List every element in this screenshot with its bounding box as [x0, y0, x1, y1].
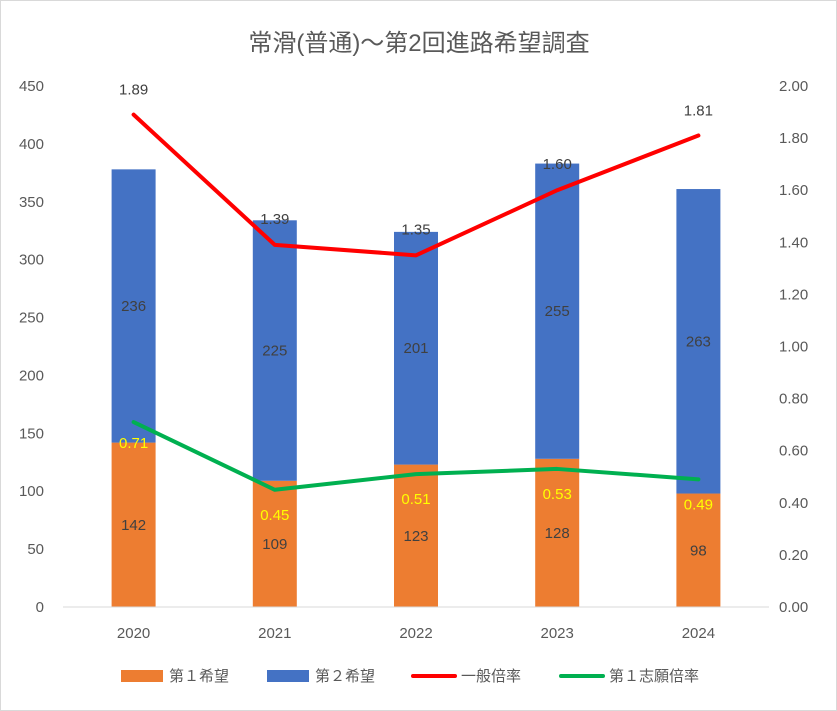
bar-2-2023: [535, 163, 580, 459]
general-ratio-label: 1.89: [119, 82, 148, 99]
first-choice-ratio-label: 0.51: [401, 491, 430, 508]
bar-2-2024: [676, 189, 721, 494]
legend: 第１希望 第２希望 一般倍率 第１志願倍率: [121, 667, 699, 685]
left-axis: 0 50 100 150 200 250 300 350 400 450: [19, 78, 44, 616]
line-general-ratio: [131, 112, 701, 258]
left-axis-tick: 450: [19, 78, 44, 95]
x-axis-tick: 2023: [541, 625, 574, 642]
data-labels: 142 236 109 225 123 201 128 255 98 263 1.89 1.39 1.3…: [119, 82, 713, 560]
right-axis-tick: 1.00: [779, 339, 808, 356]
x-axis-tick: 2021: [258, 625, 291, 642]
general-ratio-label: 1.35: [401, 221, 430, 238]
first-choice-ratio-label: 0.45: [260, 507, 289, 524]
left-axis-tick: 200: [19, 367, 44, 384]
x-axis-tick: 2022: [399, 625, 432, 642]
left-axis-tick: 400: [19, 136, 44, 153]
chart-title: 常滑(普通)〜第2回進路希望調査: [248, 30, 589, 57]
bar-value-label: 236: [121, 298, 146, 315]
legend-label: 第１志願倍率: [609, 667, 699, 685]
first-choice-ratio-label: 0.49: [684, 496, 713, 513]
bar-1-2021: [252, 480, 297, 607]
bar-1-2022: [394, 464, 438, 607]
legend-label: 第１希望: [169, 667, 229, 685]
bar-value-label: 109: [262, 536, 287, 553]
first-choice-ratio-label: 0.53: [543, 486, 572, 503]
left-axis-tick: 100: [19, 483, 44, 500]
right-axis-tick: 1.20: [779, 286, 808, 303]
bar-value-label: 255: [545, 303, 570, 320]
bar-1-2024: [676, 493, 721, 607]
general-ratio-label: 1.81: [684, 102, 713, 119]
bar-2-2022: [394, 231, 438, 465]
legend-swatch: [267, 670, 309, 682]
left-axis-tick: 150: [19, 425, 44, 442]
line-first-choice-ratio: [131, 420, 701, 492]
bars: [111, 163, 721, 607]
right-axis: 0.00 0.20 0.40 0.60 0.80 1.00 1.20 1.40 1.60 1.80…: [779, 78, 808, 616]
right-axis-tick: 0.80: [779, 391, 808, 408]
bar-value-label: 263: [686, 333, 711, 350]
right-axis-tick: 0.60: [779, 443, 808, 460]
x-axis: 2020 2021 2022 2023 2024: [63, 606, 769, 642]
general-ratio-label: 1.60: [543, 156, 572, 173]
left-axis-tick: 250: [19, 310, 44, 327]
right-axis-tick: 1.60: [779, 182, 808, 199]
right-axis-tick: 0.20: [779, 547, 808, 564]
right-axis-tick: 0.00: [779, 599, 808, 616]
left-axis-tick: 350: [19, 194, 44, 211]
left-axis-tick: 0: [36, 599, 44, 616]
general-ratio-label: 1.39: [260, 211, 289, 228]
bar-value-label: 98: [690, 542, 707, 559]
bar-1-2023: [535, 458, 580, 607]
left-axis-tick: 50: [27, 541, 44, 558]
x-axis-tick: 2024: [682, 625, 715, 642]
bar-value-label: 128: [545, 525, 570, 542]
bar-1-2020: [111, 442, 156, 607]
bar-2-2021: [252, 220, 297, 481]
right-axis-tick: 1.80: [779, 130, 808, 147]
legend-swatch: [121, 670, 163, 682]
bar-value-label: 123: [403, 528, 428, 545]
lines: [131, 112, 701, 492]
right-axis-tick: 0.40: [779, 495, 808, 512]
x-axis-tick: 2020: [117, 625, 150, 642]
bar-2-2020: [111, 169, 156, 443]
bar-value-label: 142: [121, 517, 146, 534]
bar-value-label: 225: [262, 343, 287, 360]
right-axis-tick: 2.00: [779, 78, 808, 95]
first-choice-ratio-label: 0.71: [119, 435, 148, 452]
left-axis-tick: 300: [19, 252, 44, 269]
right-axis-tick: 1.40: [779, 234, 808, 251]
legend-label: 一般倍率: [461, 668, 521, 685]
legend-label: 第２希望: [315, 667, 375, 685]
bar-value-label: 201: [403, 340, 428, 357]
